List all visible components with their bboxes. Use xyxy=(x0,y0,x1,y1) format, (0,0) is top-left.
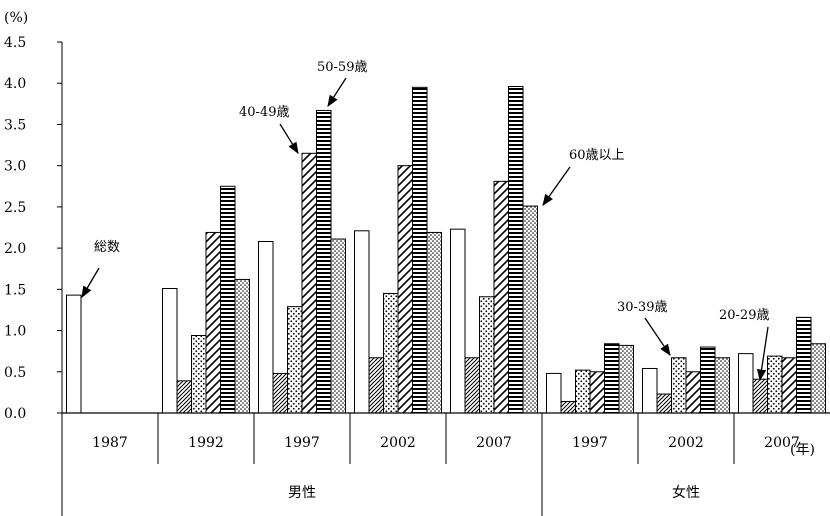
annotation-20-29: 20-29歳 xyxy=(719,308,769,382)
bar-age-20-29 xyxy=(464,357,480,414)
annotation-label-60-plus: 60歳以上 xyxy=(569,148,625,163)
bar-age-40-49 xyxy=(781,357,797,414)
annotation-label-total: 総数 xyxy=(94,240,120,255)
bar-age-50-59 xyxy=(412,86,428,414)
bar-total xyxy=(546,372,562,414)
y-axis-unit: (%) xyxy=(4,10,28,26)
bar-age-60-plus xyxy=(618,344,634,414)
bar-age-60-plus xyxy=(234,278,250,414)
bar-age-40-49 xyxy=(493,180,509,414)
bar-age-50-59 xyxy=(796,316,812,414)
y-tick-label: 0.0 xyxy=(4,406,26,422)
x-tick-label: 1992 xyxy=(188,435,224,451)
y-tick-label: 2.5 xyxy=(4,200,26,216)
x-group-label: 女性 xyxy=(672,484,700,501)
bar-age-60-plus xyxy=(522,205,538,414)
bar-age-20-29 xyxy=(752,378,768,414)
x-tick-label: 1997 xyxy=(284,435,320,451)
bar-age-30-39 xyxy=(479,296,495,414)
x-tick-label: 2007 xyxy=(764,435,800,451)
x-axis-unit: (年) xyxy=(790,442,815,458)
bar-total xyxy=(450,228,466,414)
bar-age-20-29 xyxy=(368,357,384,414)
bar-total xyxy=(738,353,754,414)
bar-age-30-39 xyxy=(767,355,783,414)
annotation-50-59: 50-59歳 xyxy=(317,60,367,107)
x-tick-label: 2002 xyxy=(668,435,704,451)
bar-series-group xyxy=(66,86,826,414)
bar-age-30-39 xyxy=(671,357,687,414)
bar-age-50-59 xyxy=(508,86,524,414)
bar-age-20-29 xyxy=(272,372,288,414)
bar-total xyxy=(66,294,82,414)
annotation-arrow-total xyxy=(81,267,100,299)
annotation-60-plus: 60歳以上 xyxy=(542,148,625,206)
x-tick-label: 2002 xyxy=(380,435,416,451)
bar-age-40-49 xyxy=(589,371,605,414)
bar-age-60-plus xyxy=(714,357,730,414)
y-tick-label: 4.0 xyxy=(4,76,26,92)
y-axis: 0.0 0.5 1.0 1.5 2.0 2.5 3.0 3.5 4.0 4.5 xyxy=(4,35,63,422)
annotation-label-50-59: 50-59歳 xyxy=(317,60,367,75)
bar-age-50-59 xyxy=(220,185,236,414)
bar-age-50-59 xyxy=(604,343,620,414)
bar-total xyxy=(258,241,274,414)
annotation-30-39: 30-39歳 xyxy=(617,300,671,356)
y-tick-label: 3.0 xyxy=(4,159,26,175)
bar-age-20-29 xyxy=(176,380,192,414)
y-tick-label: 3.5 xyxy=(4,117,26,133)
annotation-label-20-29: 20-29歳 xyxy=(719,308,769,323)
x-group-label: 男性 xyxy=(288,485,316,501)
annotation-label-40-49: 40-49歳 xyxy=(239,105,289,120)
bar-age-60-plus xyxy=(330,238,346,414)
y-tick-label: 1.5 xyxy=(4,282,26,298)
bar-total xyxy=(162,288,178,414)
bar-total xyxy=(354,230,370,414)
annotation-label-30-39: 30-39歳 xyxy=(617,300,667,315)
bar-age-50-59 xyxy=(700,346,716,414)
bar-total xyxy=(642,367,658,414)
annotation-arrow-60-plus xyxy=(542,166,571,206)
y-tick-label: 0.5 xyxy=(4,365,26,381)
bar-age-40-49 xyxy=(397,165,413,414)
x-tick-label: 2007 xyxy=(476,435,512,451)
annotation-arrow-30-39 xyxy=(644,317,671,356)
x-tick-label: 1987 xyxy=(92,435,128,451)
bar-age-60-plus xyxy=(810,343,826,414)
annotation-arrow-40-49 xyxy=(279,123,299,154)
x-tick-label: 1997 xyxy=(572,435,608,451)
bar-age-30-39 xyxy=(191,335,207,414)
bar-age-30-39 xyxy=(287,306,303,414)
y-tick-label: 4.5 xyxy=(4,35,26,51)
bar-age-40-49 xyxy=(205,231,221,414)
x-axis: 1987 1992 1997 2002 2007 1997 2002 2007 男性 女性 xyxy=(61,412,830,516)
bar-age-50-59 xyxy=(316,109,332,414)
annotation-arrow-20-29 xyxy=(756,326,769,382)
bar-age-30-39 xyxy=(383,292,399,414)
bar-age-20-29 xyxy=(560,400,576,414)
annotation-40-49: 40-49歳 xyxy=(239,105,299,154)
bar-age-40-49 xyxy=(685,371,701,414)
annotation-total: 総数 xyxy=(81,240,120,299)
bar-age-40-49 xyxy=(301,152,317,414)
bar-age-30-39 xyxy=(575,369,591,414)
bar-age-60-plus xyxy=(426,231,442,414)
y-tick-label: 1.0 xyxy=(4,324,26,340)
y-tick-label: 2.0 xyxy=(4,241,26,257)
bar-age-20-29 xyxy=(656,393,672,414)
annotation-arrow-50-59 xyxy=(327,77,347,107)
